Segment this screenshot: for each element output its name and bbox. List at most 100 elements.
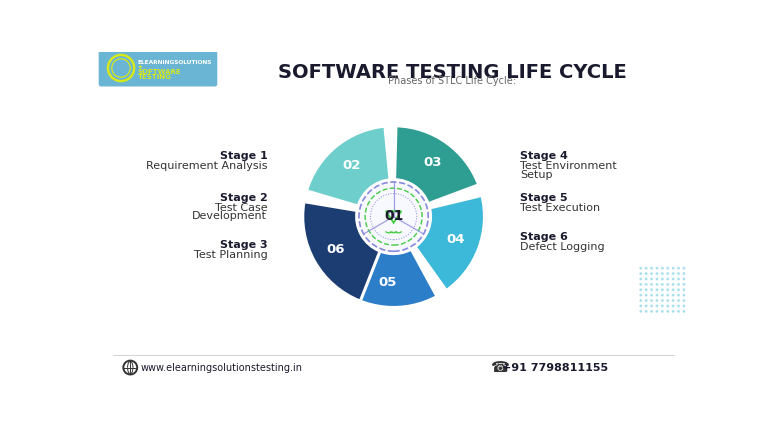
- Circle shape: [656, 299, 658, 302]
- Circle shape: [120, 80, 122, 82]
- Text: Setup: Setup: [520, 170, 552, 180]
- Circle shape: [672, 289, 674, 291]
- Circle shape: [667, 305, 669, 307]
- Circle shape: [114, 79, 115, 80]
- FancyBboxPatch shape: [99, 50, 217, 86]
- Circle shape: [650, 294, 653, 296]
- Wedge shape: [306, 126, 390, 206]
- Circle shape: [683, 305, 685, 307]
- Circle shape: [114, 56, 115, 57]
- Text: Stage 1: Stage 1: [220, 151, 267, 161]
- Circle shape: [667, 289, 669, 291]
- Circle shape: [645, 310, 647, 313]
- Circle shape: [667, 283, 669, 286]
- Circle shape: [650, 278, 653, 280]
- Circle shape: [677, 310, 680, 313]
- Circle shape: [640, 305, 642, 307]
- Text: Stage 2: Stage 2: [220, 193, 267, 203]
- Circle shape: [640, 267, 642, 270]
- Text: SOFTWARE: SOFTWARE: [138, 69, 181, 75]
- Circle shape: [645, 283, 647, 286]
- Circle shape: [661, 272, 664, 275]
- Circle shape: [677, 289, 680, 291]
- Circle shape: [656, 267, 658, 270]
- Circle shape: [683, 299, 685, 302]
- Circle shape: [656, 289, 658, 291]
- Circle shape: [650, 272, 653, 275]
- Circle shape: [677, 272, 680, 275]
- Circle shape: [672, 278, 674, 280]
- Circle shape: [127, 56, 128, 57]
- Circle shape: [640, 310, 642, 313]
- Text: Stage 5: Stage 5: [520, 193, 568, 203]
- Circle shape: [661, 278, 664, 280]
- Circle shape: [661, 267, 664, 270]
- Text: Defect Logging: Defect Logging: [520, 242, 604, 252]
- Text: ✦: ✦: [138, 65, 143, 70]
- Text: 06: 06: [326, 243, 345, 256]
- Circle shape: [640, 272, 642, 275]
- Text: Phases of STLC Life Cycle:: Phases of STLC Life Cycle:: [388, 76, 516, 86]
- Circle shape: [672, 299, 674, 302]
- Text: 01: 01: [385, 209, 404, 223]
- Circle shape: [656, 283, 658, 286]
- Circle shape: [640, 283, 642, 286]
- Circle shape: [683, 289, 685, 291]
- Circle shape: [645, 305, 647, 307]
- Circle shape: [640, 294, 642, 296]
- Circle shape: [672, 305, 674, 307]
- Circle shape: [650, 299, 653, 302]
- Circle shape: [650, 289, 653, 291]
- Circle shape: [645, 294, 647, 296]
- Text: 02: 02: [342, 159, 360, 172]
- Circle shape: [656, 305, 658, 307]
- Circle shape: [127, 79, 128, 80]
- Text: Stage 3: Stage 3: [220, 240, 267, 250]
- Text: Stage 6: Stage 6: [520, 232, 568, 242]
- Circle shape: [683, 278, 685, 280]
- Text: Test Case: Test Case: [215, 203, 267, 213]
- Circle shape: [677, 299, 680, 302]
- Circle shape: [677, 278, 680, 280]
- Circle shape: [133, 67, 135, 69]
- Text: Test Environment: Test Environment: [520, 161, 617, 171]
- Text: 04: 04: [447, 233, 465, 246]
- Circle shape: [656, 294, 658, 296]
- Circle shape: [677, 294, 680, 296]
- Circle shape: [650, 305, 653, 307]
- Circle shape: [667, 299, 669, 302]
- Wedge shape: [415, 195, 485, 291]
- Circle shape: [650, 267, 653, 270]
- Circle shape: [683, 310, 685, 313]
- Text: ELEARNINGSOLUTIONS: ELEARNINGSOLUTIONS: [138, 60, 212, 65]
- Circle shape: [650, 283, 653, 286]
- Text: 03: 03: [423, 156, 442, 169]
- Circle shape: [650, 310, 653, 313]
- Circle shape: [120, 54, 122, 56]
- Circle shape: [683, 294, 685, 296]
- Circle shape: [661, 305, 664, 307]
- Wedge shape: [303, 202, 380, 301]
- Circle shape: [677, 267, 680, 270]
- Circle shape: [667, 278, 669, 280]
- Circle shape: [640, 278, 642, 280]
- Text: Development: Development: [192, 211, 267, 221]
- Circle shape: [672, 267, 674, 270]
- Circle shape: [109, 60, 111, 62]
- Circle shape: [131, 60, 134, 62]
- Circle shape: [107, 67, 109, 69]
- Circle shape: [645, 272, 647, 275]
- Circle shape: [667, 294, 669, 296]
- Text: TESTING: TESTING: [138, 74, 172, 80]
- Circle shape: [661, 294, 664, 296]
- Text: Test Execution: Test Execution: [520, 203, 600, 213]
- Circle shape: [357, 181, 430, 253]
- Circle shape: [645, 278, 647, 280]
- Wedge shape: [336, 245, 437, 308]
- Circle shape: [661, 283, 664, 286]
- Circle shape: [672, 294, 674, 296]
- Circle shape: [645, 289, 647, 291]
- Circle shape: [661, 289, 664, 291]
- Circle shape: [683, 283, 685, 286]
- Circle shape: [656, 278, 658, 280]
